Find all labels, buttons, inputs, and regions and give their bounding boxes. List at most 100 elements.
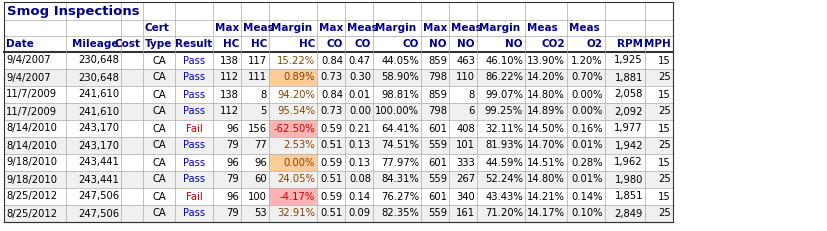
Text: 77.97%: 77.97% <box>380 158 418 167</box>
Text: 247,506: 247,506 <box>78 209 119 219</box>
Text: 11/7/2009: 11/7/2009 <box>6 89 57 100</box>
Text: 0.09: 0.09 <box>348 209 370 219</box>
Text: 24.05%: 24.05% <box>277 174 314 185</box>
Text: 25: 25 <box>657 174 670 185</box>
Text: 6: 6 <box>468 106 475 116</box>
Text: 74.51%: 74.51% <box>380 140 418 151</box>
Text: 243,170: 243,170 <box>78 124 119 134</box>
Text: 76.27%: 76.27% <box>380 191 418 201</box>
Text: 25: 25 <box>657 106 670 116</box>
Text: 230,648: 230,648 <box>78 73 119 82</box>
Text: 94.20%: 94.20% <box>277 89 314 100</box>
Text: 0.51: 0.51 <box>320 140 342 151</box>
Text: Margin: Margin <box>270 23 312 33</box>
Bar <box>4 205 672 222</box>
Text: CA: CA <box>152 209 165 219</box>
Text: 14.17%: 14.17% <box>526 209 564 219</box>
Bar <box>4 52 672 69</box>
Text: 0.14: 0.14 <box>348 191 370 201</box>
Text: 96: 96 <box>226 158 239 167</box>
Text: 0.00%: 0.00% <box>571 106 602 116</box>
Text: Meas: Meas <box>568 23 599 33</box>
Text: 0.51: 0.51 <box>320 174 342 185</box>
Text: 82.35%: 82.35% <box>380 209 418 219</box>
Text: Pass: Pass <box>183 140 205 151</box>
Bar <box>269 69 317 86</box>
Text: 13.90%: 13.90% <box>527 55 564 66</box>
Text: 241,610: 241,610 <box>78 106 119 116</box>
Text: 798: 798 <box>428 73 447 82</box>
Text: 333: 333 <box>456 158 475 167</box>
Text: Date: Date <box>6 39 34 49</box>
Text: 601: 601 <box>428 191 447 201</box>
Text: 0.59: 0.59 <box>320 158 342 167</box>
Text: 14.89%: 14.89% <box>527 106 564 116</box>
Text: 601: 601 <box>428 158 447 167</box>
Text: 9/4/2007: 9/4/2007 <box>6 73 50 82</box>
Text: 138: 138 <box>220 55 239 66</box>
Text: 463: 463 <box>456 55 475 66</box>
Text: 14.70%: 14.70% <box>527 140 564 151</box>
Text: 408: 408 <box>456 124 475 134</box>
Text: 0.00: 0.00 <box>348 106 370 116</box>
Text: 14.80%: 14.80% <box>527 89 564 100</box>
Text: 559: 559 <box>428 174 447 185</box>
Text: 0.10%: 0.10% <box>571 209 602 219</box>
Text: 2.53%: 2.53% <box>283 140 314 151</box>
Text: 112: 112 <box>220 73 239 82</box>
Text: 11/7/2009: 11/7/2009 <box>6 106 57 116</box>
Text: 60: 60 <box>254 174 266 185</box>
Bar <box>269 188 317 205</box>
Text: CA: CA <box>152 73 165 82</box>
Text: CA: CA <box>152 124 165 134</box>
Text: RPM: RPM <box>616 39 643 49</box>
Text: 14.51%: 14.51% <box>526 158 564 167</box>
Text: 14.21%: 14.21% <box>526 191 564 201</box>
Text: Meas: Meas <box>526 23 557 33</box>
Text: 0.84: 0.84 <box>321 89 342 100</box>
Text: Meas: Meas <box>242 23 274 33</box>
Text: 0.00%: 0.00% <box>284 158 314 167</box>
Text: 14.80%: 14.80% <box>527 174 564 185</box>
Text: 98.81%: 98.81% <box>380 89 418 100</box>
Text: 71.20%: 71.20% <box>485 209 523 219</box>
Text: 8/25/2012: 8/25/2012 <box>6 209 57 219</box>
Text: Pass: Pass <box>183 89 205 100</box>
Text: Margin: Margin <box>375 23 416 33</box>
Text: Pass: Pass <box>183 73 205 82</box>
Text: 58.90%: 58.90% <box>380 73 418 82</box>
Text: 0.14%: 0.14% <box>571 191 602 201</box>
Text: Meas: Meas <box>347 23 377 33</box>
Bar <box>4 86 672 103</box>
Text: 95.54%: 95.54% <box>277 106 314 116</box>
Text: 0.70%: 0.70% <box>571 73 602 82</box>
Text: 110: 110 <box>456 73 475 82</box>
Text: Pass: Pass <box>183 55 205 66</box>
Text: 15: 15 <box>657 55 670 66</box>
Text: 15: 15 <box>657 124 670 134</box>
Text: 5: 5 <box>261 106 266 116</box>
Text: 559: 559 <box>428 140 447 151</box>
Text: O2: O2 <box>586 39 602 49</box>
Text: 77: 77 <box>254 140 266 151</box>
Text: 14.50%: 14.50% <box>527 124 564 134</box>
Text: 15: 15 <box>657 158 670 167</box>
Text: 100.00%: 100.00% <box>375 106 418 116</box>
Text: CA: CA <box>152 158 165 167</box>
Text: 601: 601 <box>428 124 447 134</box>
Text: 156: 156 <box>247 124 266 134</box>
Bar <box>4 103 672 120</box>
Text: 1,942: 1,942 <box>614 140 643 151</box>
Text: CO: CO <box>402 39 418 49</box>
Text: 64.41%: 64.41% <box>380 124 418 134</box>
Text: 52.24%: 52.24% <box>485 174 523 185</box>
Text: 101: 101 <box>456 140 475 151</box>
Text: 15: 15 <box>657 191 670 201</box>
Text: 8/14/2010: 8/14/2010 <box>6 140 57 151</box>
Bar <box>4 137 672 154</box>
Text: 15.22%: 15.22% <box>276 55 314 66</box>
Text: 0.47: 0.47 <box>348 55 370 66</box>
Text: Fail: Fail <box>185 124 202 134</box>
Text: Mileage: Mileage <box>73 39 119 49</box>
Text: 8/14/2010: 8/14/2010 <box>6 124 57 134</box>
